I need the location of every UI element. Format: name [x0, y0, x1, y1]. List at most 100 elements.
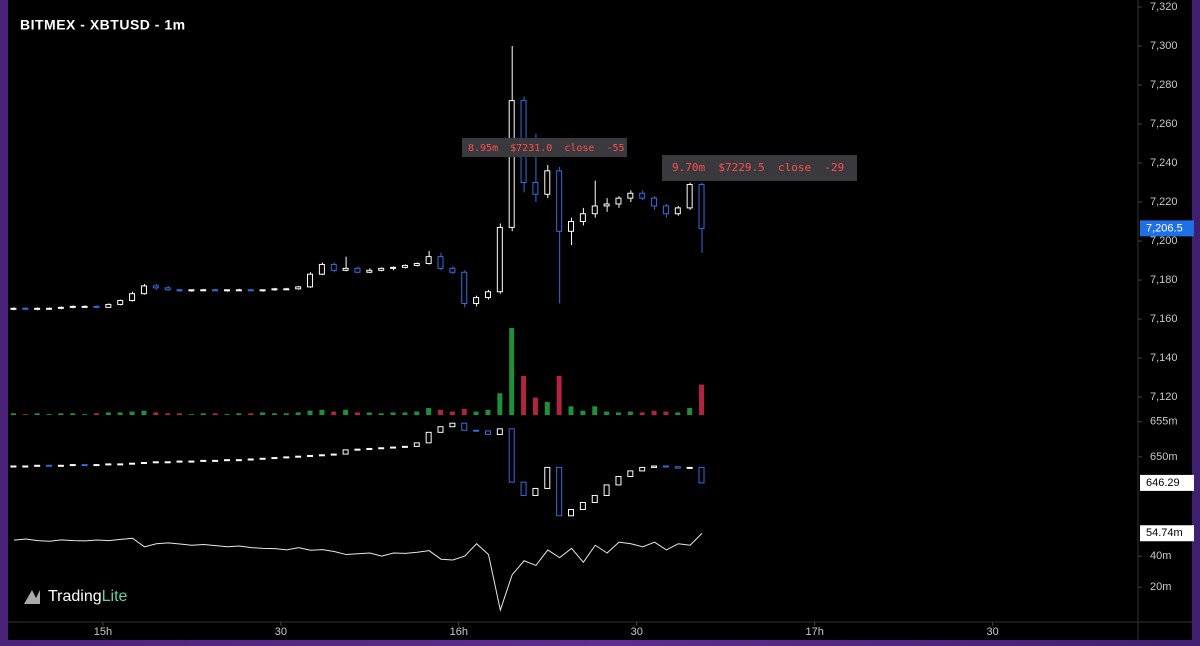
volume-bar — [46, 414, 52, 415]
candle-body — [212, 289, 219, 292]
candle-body — [81, 305, 88, 308]
indicator-line — [13, 532, 703, 612]
delta-candle — [318, 454, 325, 457]
volume-bar — [117, 412, 123, 415]
candle-body — [271, 288, 278, 291]
candle-body — [152, 285, 159, 289]
volume-bar — [378, 413, 384, 415]
x-tick-label: 16h — [450, 626, 468, 638]
chart-background — [8, 0, 1192, 640]
delta-candle — [698, 466, 705, 484]
candle-body — [437, 256, 444, 269]
y-tick-label: 40m — [1150, 550, 1171, 562]
candle-body — [639, 192, 646, 199]
volume-bar — [93, 413, 99, 415]
candle-body — [235, 289, 242, 292]
delta-candle — [413, 442, 420, 447]
volume-bar — [699, 384, 705, 415]
y-tick-label: 7,180 — [1150, 274, 1178, 286]
delta-candle — [674, 466, 681, 469]
delta-candle — [627, 470, 634, 478]
candle-body — [508, 100, 515, 228]
volume-bar — [663, 411, 669, 415]
y-tick-label: 7,220 — [1150, 196, 1178, 208]
volume-bar — [165, 413, 171, 415]
candle-body — [46, 307, 53, 310]
delta-candle — [235, 459, 242, 462]
volume-bar — [188, 414, 194, 415]
delta-candle — [105, 463, 112, 466]
delta-candle — [591, 494, 598, 503]
candle-body — [176, 289, 183, 292]
delta-candle — [152, 461, 159, 464]
volume-bar — [295, 412, 301, 415]
delta-candle — [57, 464, 64, 467]
delta-candle — [401, 445, 408, 448]
volume-bar — [497, 393, 503, 415]
annotation-box — [662, 155, 857, 181]
candle-body — [484, 291, 491, 299]
x-tick-label: 30 — [631, 626, 643, 638]
volume-bar — [82, 414, 88, 415]
delta-candle — [188, 460, 195, 463]
volume-bar — [34, 413, 40, 415]
volume-bar — [283, 413, 289, 415]
volume-bar — [675, 412, 681, 415]
candle-body — [556, 170, 563, 232]
delta-candle — [603, 484, 610, 496]
candle-body — [259, 289, 266, 292]
candle-body — [615, 197, 622, 205]
candle-body — [354, 267, 361, 273]
candle-body — [413, 262, 420, 266]
y-tick-label: 7,140 — [1150, 352, 1178, 364]
delta-candle — [34, 464, 41, 467]
y-tick-label: 7,160 — [1150, 313, 1178, 325]
candle-body — [651, 197, 658, 207]
candle-body — [591, 205, 598, 215]
candle-body — [378, 267, 385, 271]
volume-bar — [141, 410, 147, 415]
candle-body — [307, 273, 314, 288]
candle-body — [366, 269, 373, 273]
delta-candle — [425, 431, 432, 444]
volume-bar — [177, 413, 183, 415]
logo-main: Trading — [48, 588, 102, 605]
candle-body — [140, 285, 147, 295]
volume-bar — [615, 412, 621, 415]
delta-candle — [449, 422, 456, 428]
y-tick-label: 20m — [1150, 581, 1171, 593]
volume-bar — [236, 413, 242, 415]
y-tick-label: 7,120 — [1150, 391, 1178, 403]
delta-candle — [473, 429, 480, 432]
volume-bar — [544, 401, 550, 415]
volume-bar — [627, 411, 633, 415]
candle-body — [662, 205, 669, 215]
delta-candle — [496, 428, 503, 435]
last-value-box — [1140, 220, 1194, 237]
delta-candle — [81, 464, 88, 467]
volume-bar — [521, 375, 527, 415]
delta-candle — [639, 466, 646, 472]
volume-bar — [354, 412, 360, 415]
volume-bar — [580, 410, 586, 415]
candle-body — [425, 256, 432, 264]
volume-bar — [58, 413, 64, 415]
volume-bar — [532, 397, 538, 415]
candle-body — [627, 192, 634, 199]
candle-body — [129, 293, 136, 302]
candle-body — [223, 289, 230, 292]
delta-candle — [437, 426, 444, 433]
candle-body — [188, 289, 195, 292]
candle-body — [200, 289, 207, 292]
y-tick-label: 7,320 — [1150, 1, 1178, 13]
delta-candle — [223, 459, 230, 462]
delta-candle — [520, 481, 527, 496]
delta-candle — [22, 465, 29, 468]
candle-body — [401, 264, 408, 268]
volume-bar — [22, 414, 28, 415]
volume-bar — [461, 408, 467, 415]
delta-candle — [651, 465, 658, 468]
candle-body — [34, 307, 41, 310]
